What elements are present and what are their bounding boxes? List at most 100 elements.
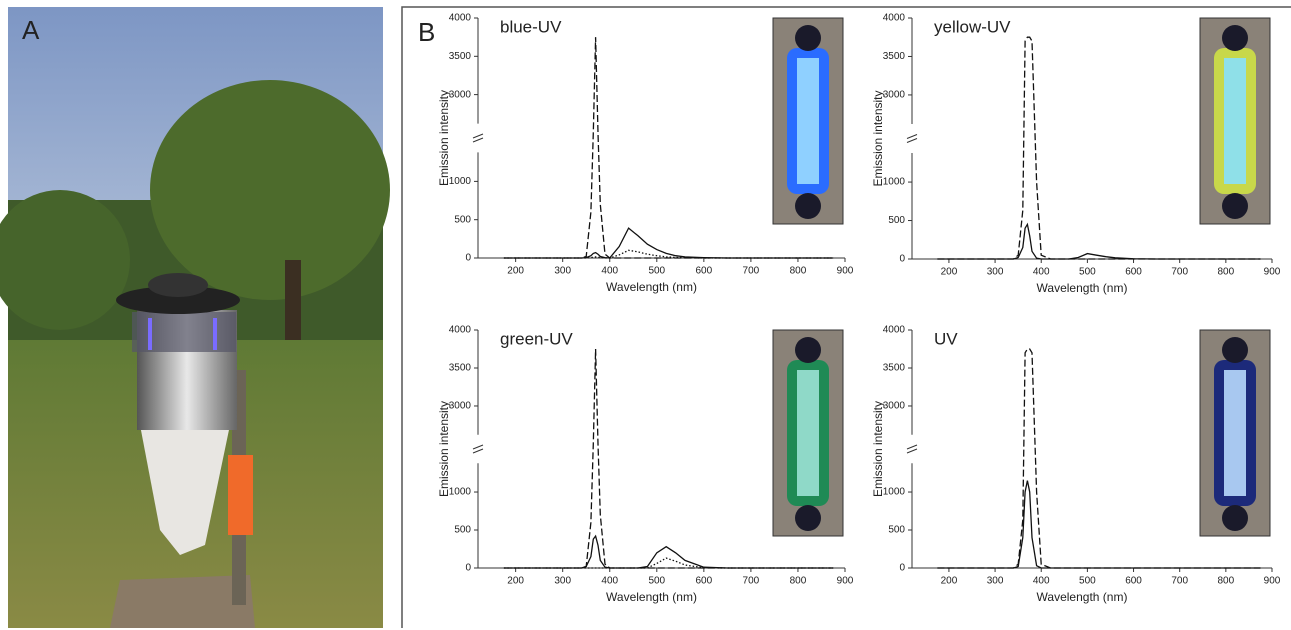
inset-core	[1224, 370, 1246, 496]
x-axis-label: Wavelength (nm)	[606, 280, 697, 294]
y-tick-label: 3500	[883, 51, 906, 62]
y-tick-label: 4000	[883, 13, 906, 24]
x-tick-label: 400	[601, 266, 618, 277]
x-axis-label: Wavelength (nm)	[1037, 590, 1128, 604]
axis-break	[906, 138, 918, 143]
x-tick-label: 500	[1079, 576, 1096, 587]
x-tick-label: 900	[1264, 267, 1281, 278]
x-tick-label: 600	[696, 576, 713, 587]
y-axis-label: Emission intensity	[871, 90, 885, 186]
photo: A	[0, 7, 390, 628]
y-tick-label: 1000	[449, 487, 472, 498]
x-tick-label: 300	[987, 576, 1004, 587]
x-tick-label: 800	[790, 266, 807, 277]
x-tick-label: 700	[743, 266, 760, 277]
y-axis-label: Emission intensity	[437, 90, 451, 186]
series-line	[503, 249, 834, 259]
x-tick-label: 600	[1125, 267, 1142, 278]
x-tick-label: 900	[837, 576, 854, 587]
x-tick-label: 400	[601, 576, 618, 587]
y-tick-label: 1000	[883, 177, 906, 188]
inset-cap	[1222, 25, 1248, 51]
x-tick-label: 800	[1218, 576, 1235, 587]
inset-cap	[1222, 193, 1248, 219]
series-line	[503, 37, 834, 259]
axis-break	[472, 448, 484, 454]
x-tick-label: 600	[696, 266, 713, 277]
panel-frame	[401, 6, 1291, 628]
x-tick-label: 500	[648, 576, 665, 587]
y-tick-label: 500	[454, 214, 471, 225]
inset-cap	[795, 337, 821, 363]
x-tick-label: 600	[1125, 576, 1142, 587]
y-axis-label: Emission intensity	[871, 401, 885, 497]
x-tick-label: 700	[743, 576, 760, 587]
x-tick-label: 200	[507, 576, 524, 587]
y-tick-label: 0	[899, 563, 905, 574]
inset-cap	[795, 193, 821, 219]
x-tick-label: 300	[554, 576, 571, 587]
y-tick-label: 0	[899, 254, 905, 265]
inset-cap	[1222, 505, 1248, 531]
y-tick-label: 3000	[883, 401, 906, 412]
series-line	[503, 557, 834, 569]
inset-core	[1224, 58, 1246, 184]
x-tick-label: 200	[507, 266, 524, 277]
axis-break	[906, 134, 918, 139]
series-line	[503, 227, 834, 259]
x-tick-label: 400	[1033, 576, 1050, 587]
x-tick-label: 500	[1079, 267, 1096, 278]
x-tick-label: 400	[1033, 267, 1050, 278]
axis-break	[472, 133, 484, 139]
x-tick-label: 900	[1264, 576, 1281, 587]
chart-title: UV	[934, 329, 958, 348]
x-tick-label: 800	[790, 576, 807, 587]
inset-cap	[795, 505, 821, 531]
inset-cap	[1222, 337, 1248, 363]
series-line	[937, 480, 1261, 569]
axis-break	[906, 448, 918, 454]
y-tick-label: 3000	[449, 89, 472, 100]
series-line	[937, 222, 1261, 260]
x-tick-label: 200	[941, 576, 958, 587]
y-tick-label: 3000	[883, 90, 906, 101]
y-tick-label: 500	[888, 525, 905, 536]
series-line	[503, 534, 834, 569]
chart-title: yellow-UV	[934, 17, 1011, 36]
x-tick-label: 500	[648, 266, 665, 277]
y-tick-label: 500	[454, 525, 471, 536]
axis-break	[472, 444, 484, 450]
y-tick-label: 4000	[449, 13, 472, 24]
x-tick-label: 300	[554, 266, 571, 277]
y-axis-label: Emission intensity	[437, 401, 451, 497]
x-axis-label: Wavelength (nm)	[1037, 281, 1128, 295]
panel-label: B	[418, 17, 435, 47]
y-tick-label: 0	[465, 563, 471, 574]
inset-core	[797, 58, 819, 184]
panel-label: A	[22, 15, 40, 45]
axis-break	[906, 444, 918, 450]
chart-title: green-UV	[500, 329, 573, 348]
y-tick-label: 4000	[449, 325, 472, 336]
y-tick-label: 1000	[883, 487, 906, 498]
inset-core	[797, 370, 819, 496]
y-tick-label: 3500	[449, 51, 472, 62]
x-tick-label: 200	[941, 267, 958, 278]
x-tick-label: 800	[1218, 267, 1235, 278]
y-tick-label: 500	[888, 215, 905, 226]
inset-cap	[795, 25, 821, 51]
x-tick-label: 300	[987, 267, 1004, 278]
y-tick-label: 3500	[449, 363, 472, 374]
x-tick-label: 700	[1171, 576, 1188, 587]
y-tick-label: 3500	[883, 363, 906, 374]
x-tick-label: 900	[837, 266, 854, 277]
y-tick-label: 0	[465, 253, 471, 264]
chart-title: blue-UV	[500, 17, 562, 36]
axis-break	[472, 137, 484, 143]
y-tick-label: 1000	[449, 176, 472, 187]
y-tick-label: 3000	[449, 401, 472, 412]
x-tick-label: 700	[1171, 267, 1188, 278]
y-tick-label: 4000	[883, 325, 906, 336]
